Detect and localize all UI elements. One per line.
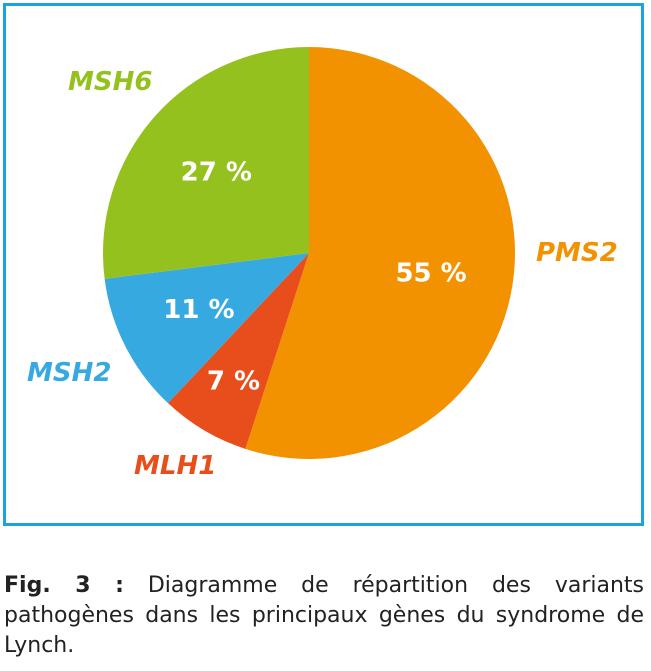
slice-value-label-pms2: 55 % [395,258,466,288]
slice-value-label-mlh1: 7 % [207,367,260,397]
slice-name-label-mlh1: MLH1 [134,451,216,481]
pie-slice-pms2 [245,47,515,459]
pie-slice-msh6 [102,47,309,279]
slice-name-label-msh6: MSH6 [68,67,152,97]
figure-caption: Fig. 3 : Diagramme de répartition des va… [4,571,644,661]
slice-name-label-pms2: PMS2 [536,238,618,268]
pie-slice-msh2 [104,253,310,404]
caption-text: Diagramme de répartition des variants pa… [4,573,644,658]
slice-value-label-msh6: 27 % [181,157,252,187]
slice-value-label-msh2: 11 % [163,295,234,325]
slice-name-label-msh2: MSH2 [27,358,111,388]
caption-label: Fig. 3 : [4,573,124,598]
pie-chart: 55 % PMS2 7 % MLH1 11 % MSH2 27 % MSH6 [27,47,618,481]
pie-slice-mlh1 [167,253,309,449]
figure-frame: 55 % PMS2 7 % MLH1 11 % MSH2 27 % MSH6 [3,3,644,526]
